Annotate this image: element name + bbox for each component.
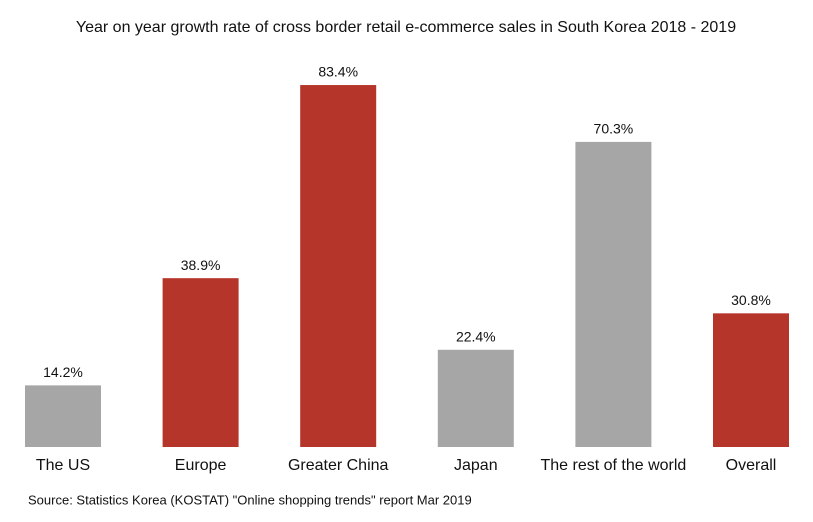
value-label: 70.3% [594, 121, 634, 137]
x-tick-label: Overall [726, 457, 777, 474]
bar [437, 349, 514, 447]
x-tick-label: Greater China [288, 457, 389, 474]
bar [25, 385, 101, 447]
x-tick-label: Japan [454, 457, 498, 474]
source-note: Source: Statistics Korea (KOSTAT) "Onlin… [28, 492, 472, 507]
x-tick-label: Europe [175, 457, 227, 474]
x-tick-label: The rest of the world [540, 457, 686, 474]
bar [162, 278, 239, 447]
chart-title: Year on year growth rate of cross border… [76, 19, 736, 36]
value-label: 38.9% [181, 257, 221, 273]
value-label: 30.8% [731, 292, 771, 308]
value-label: 83.4% [318, 64, 358, 80]
value-label: 14.2% [43, 364, 83, 380]
value-label: 22.4% [456, 328, 496, 344]
x-tick-label: The US [36, 457, 90, 474]
bar [575, 141, 652, 447]
bar [300, 85, 377, 447]
bar [713, 313, 789, 447]
